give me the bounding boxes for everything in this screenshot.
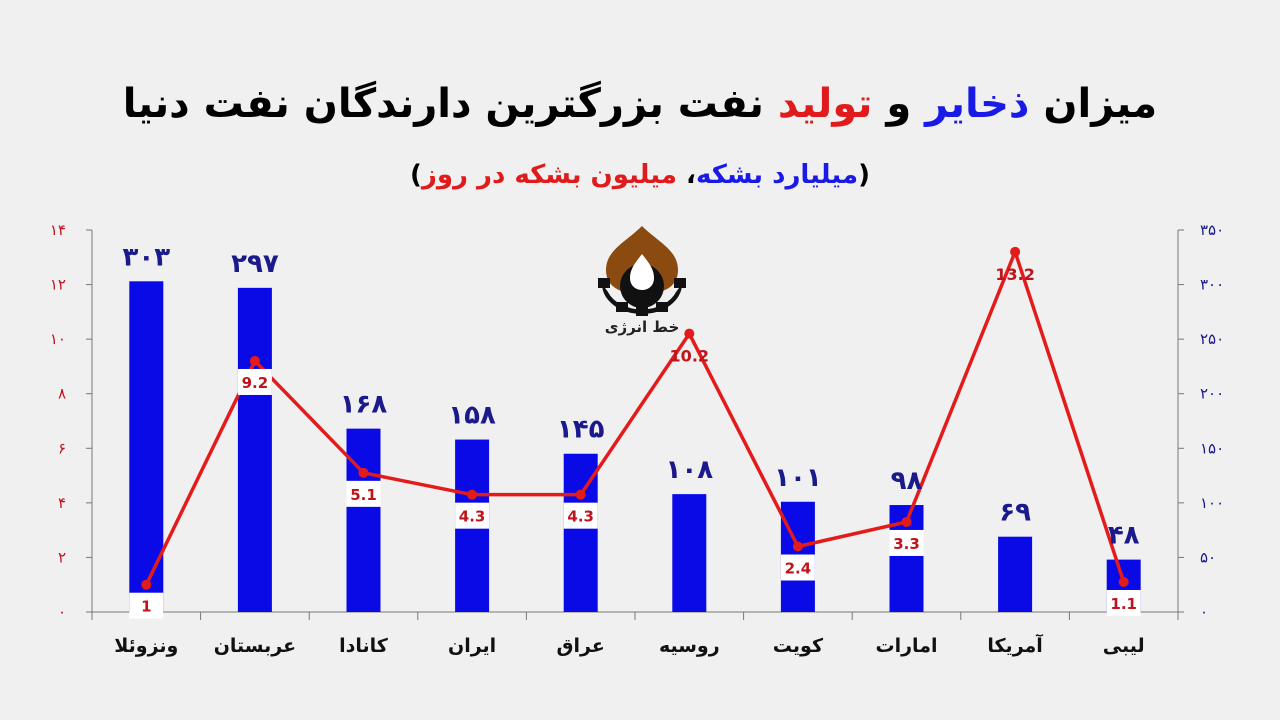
left-tick-label: ۲ xyxy=(58,548,66,566)
bar-value-label: ۲۹۷ xyxy=(231,249,279,279)
line-value-label: 1.1 xyxy=(1110,595,1137,613)
line-value-label: 2.4 xyxy=(785,560,812,578)
right-tick-label: ۲۰۰ xyxy=(1200,385,1224,403)
line-value-label: 13.2 xyxy=(995,265,1034,284)
bar-value-labels: ۳۰۳ ۲۹۷ ۱۶۸ ۱۵۸ ۱۴۵ ۱۰۸ ۱۰۱ ۹۸ ۶۹ ۴۸ xyxy=(122,242,1139,550)
category-label: ونزوئلا xyxy=(114,635,178,657)
line-value-label: 4.3 xyxy=(567,508,594,526)
bar-value-label: ۴۸ xyxy=(1108,521,1140,551)
line-label-box xyxy=(780,554,815,581)
left-tick-label: ۴ xyxy=(58,494,66,512)
category-label: لیبی xyxy=(1103,635,1145,657)
production-line xyxy=(144,250,1126,586)
category-label: ایران xyxy=(448,635,496,657)
right-tick-label: ۳۰۰ xyxy=(1200,276,1224,294)
line-label-box xyxy=(455,502,490,529)
bar xyxy=(129,281,164,612)
title-part-1: میلیارد بشکه xyxy=(696,160,858,190)
category-label: کانادا xyxy=(339,635,389,657)
category-label: عربستان xyxy=(214,635,296,657)
bar-value-label: ۱۰۱ xyxy=(774,463,822,493)
line-value-label: 10.2 xyxy=(670,347,709,366)
title-part-0: ( xyxy=(858,160,870,190)
line-label-box xyxy=(129,592,164,619)
category-label: امارات xyxy=(876,635,938,657)
bar xyxy=(672,494,707,612)
left-tick-label: ۰ xyxy=(58,603,66,621)
bar xyxy=(237,287,272,612)
title-part-3: تولید xyxy=(778,81,873,127)
chart-subtitle: (میلیارد بشکه، میلیون بشکه در روز) xyxy=(410,160,870,190)
line-label-box xyxy=(346,480,381,507)
right-tick-label: ۱۰۰ xyxy=(1200,494,1224,512)
line-label-box xyxy=(237,368,272,395)
title-part-3: میلیون بشکه در روز xyxy=(420,160,677,190)
right-tick-label: ۳۵۰ xyxy=(1200,221,1224,239)
title-part-4: ) xyxy=(410,160,422,190)
category-label: عراق xyxy=(557,635,605,657)
line-point xyxy=(1010,246,1021,257)
line-value-label: 1 xyxy=(141,598,151,616)
line-value-label: 3.3 xyxy=(893,535,920,553)
line-point xyxy=(1118,576,1129,587)
line-point xyxy=(575,489,586,500)
right-tick-label: ۲۵۰ xyxy=(1200,330,1224,348)
bar-value-label: ۱۵۸ xyxy=(448,401,496,431)
left-tick-label: ۱۰ xyxy=(50,330,66,348)
logo-flame-shape xyxy=(630,254,654,290)
title-part-4: نفت بزرگترین دارندگان نفت دنیا xyxy=(123,80,778,127)
right-tick-label: ۱۵۰ xyxy=(1200,439,1224,457)
bar xyxy=(346,428,381,612)
line-value-label: 9.2 xyxy=(242,374,269,392)
category-label: آمریکا xyxy=(987,633,1043,657)
bar-value-label: ۹۸ xyxy=(891,466,923,496)
line-label-box xyxy=(1106,589,1141,616)
bar-value-label: ۳۰۳ xyxy=(122,242,170,272)
line-point xyxy=(684,328,695,339)
bar-value-label: ۱۶۸ xyxy=(340,390,388,420)
left-tick-label: ۱۲ xyxy=(50,276,66,294)
left-tick-label: ۱۴ xyxy=(50,221,66,239)
line-value-label: 5.1 xyxy=(350,486,377,504)
line-label-box xyxy=(563,502,598,529)
right-tick-label: ۵۰ xyxy=(1200,548,1216,566)
bar-value-label: ۱۴۵ xyxy=(557,415,605,445)
line-point xyxy=(141,579,152,590)
left-tick-label: ۶ xyxy=(58,439,66,457)
left-tick-label: ۸ xyxy=(58,385,66,403)
category-label: کویت xyxy=(773,635,824,657)
title-part-0: میزان xyxy=(1029,81,1157,127)
line-point xyxy=(358,467,369,478)
line-point xyxy=(901,516,912,527)
bar-value-label: ۱۰۸ xyxy=(665,455,713,485)
flame-gear-icon: خط انرژی xyxy=(598,226,686,336)
bar xyxy=(998,536,1033,612)
logo-text: خط انرژی xyxy=(605,318,680,336)
line-value-label: 4.3 xyxy=(459,508,486,526)
bar-value-label: ۶۹ xyxy=(999,498,1031,528)
line-point xyxy=(249,355,260,366)
right-tick-label: ۰ xyxy=(1200,603,1208,621)
axes: ۰ ۲ ۴ ۶ ۸ ۱۰ ۱۲ ۱۴ ۰ ۵۰ ۱۰۰ ۱۵۰ ۲۰۰ ۲۵۰ ۳۰۰ ۳۵۰ xyxy=(50,221,1224,621)
line-point xyxy=(467,489,478,500)
chart-title: میزان ذخایر و تولید نفت بزرگترین دارندگا… xyxy=(123,80,1157,127)
line-point xyxy=(792,541,803,552)
category-label: روسیه xyxy=(659,635,720,657)
category-labels: ونزوئلا عربستان کانادا ایران عراق روسیه کویت ام… xyxy=(114,633,1144,657)
title-part-2: ، xyxy=(677,160,696,190)
title-part-2: و xyxy=(872,81,925,127)
title-part-1: ذخایر xyxy=(923,81,1029,127)
line-series: 1 9.2 5.1 4.3 4.3 10.2 2.4 3.3 13.2 1.1 xyxy=(129,246,1141,619)
line-label-box xyxy=(889,529,924,556)
